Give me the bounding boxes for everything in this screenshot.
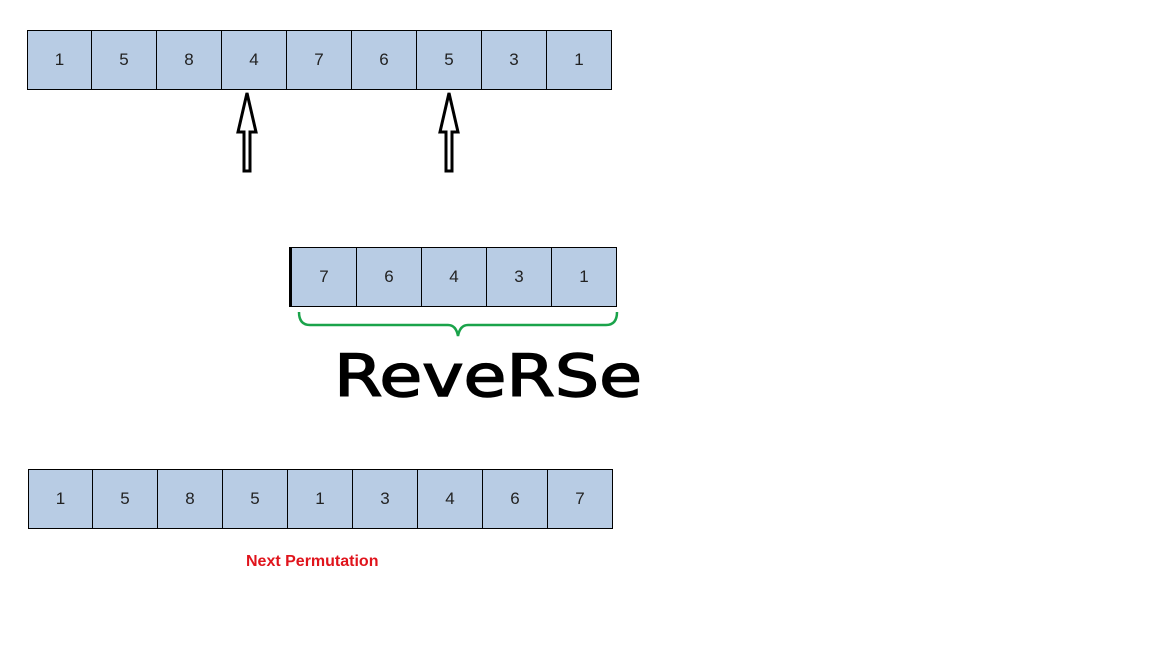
original-sequence: 1 5 8 4 7 6 5 3 1 <box>27 30 612 90</box>
cell: 1 <box>552 248 617 306</box>
reverse-label-text: ReveRSe <box>334 342 642 410</box>
cell-pivot: 4 <box>222 31 287 89</box>
cell: 6 <box>352 31 417 89</box>
cell: 3 <box>487 248 552 306</box>
cell: 4 <box>418 470 483 528</box>
cell: 8 <box>157 31 222 89</box>
cell: 6 <box>483 470 548 528</box>
cell: 5 <box>92 31 157 89</box>
cell: 3 <box>353 470 418 528</box>
cell: 7 <box>287 31 352 89</box>
cell: 5 <box>93 470 158 528</box>
cell: 4 <box>422 248 487 306</box>
cell: 7 <box>548 470 613 528</box>
cell: 3 <box>482 31 547 89</box>
cell: 6 <box>357 248 422 306</box>
cell: 1 <box>547 31 612 89</box>
up-arrow-icon <box>236 92 258 173</box>
reverse-label: ReveRSe <box>333 341 643 410</box>
cell-successor: 5 <box>417 31 482 89</box>
brace <box>297 311 619 337</box>
cell: 8 <box>158 470 223 528</box>
result-sequence: 1 5 8 5 1 3 4 6 7 <box>28 469 613 529</box>
reversed-suffix: 7 6 4 3 1 <box>289 247 617 307</box>
up-arrow-icon <box>438 92 460 173</box>
cell: 1 <box>27 31 92 89</box>
cell: 5 <box>223 470 288 528</box>
cell: 1 <box>288 470 353 528</box>
cell: 1 <box>28 470 93 528</box>
cell: 7 <box>292 248 357 306</box>
caption: Next Permutation <box>246 553 379 570</box>
